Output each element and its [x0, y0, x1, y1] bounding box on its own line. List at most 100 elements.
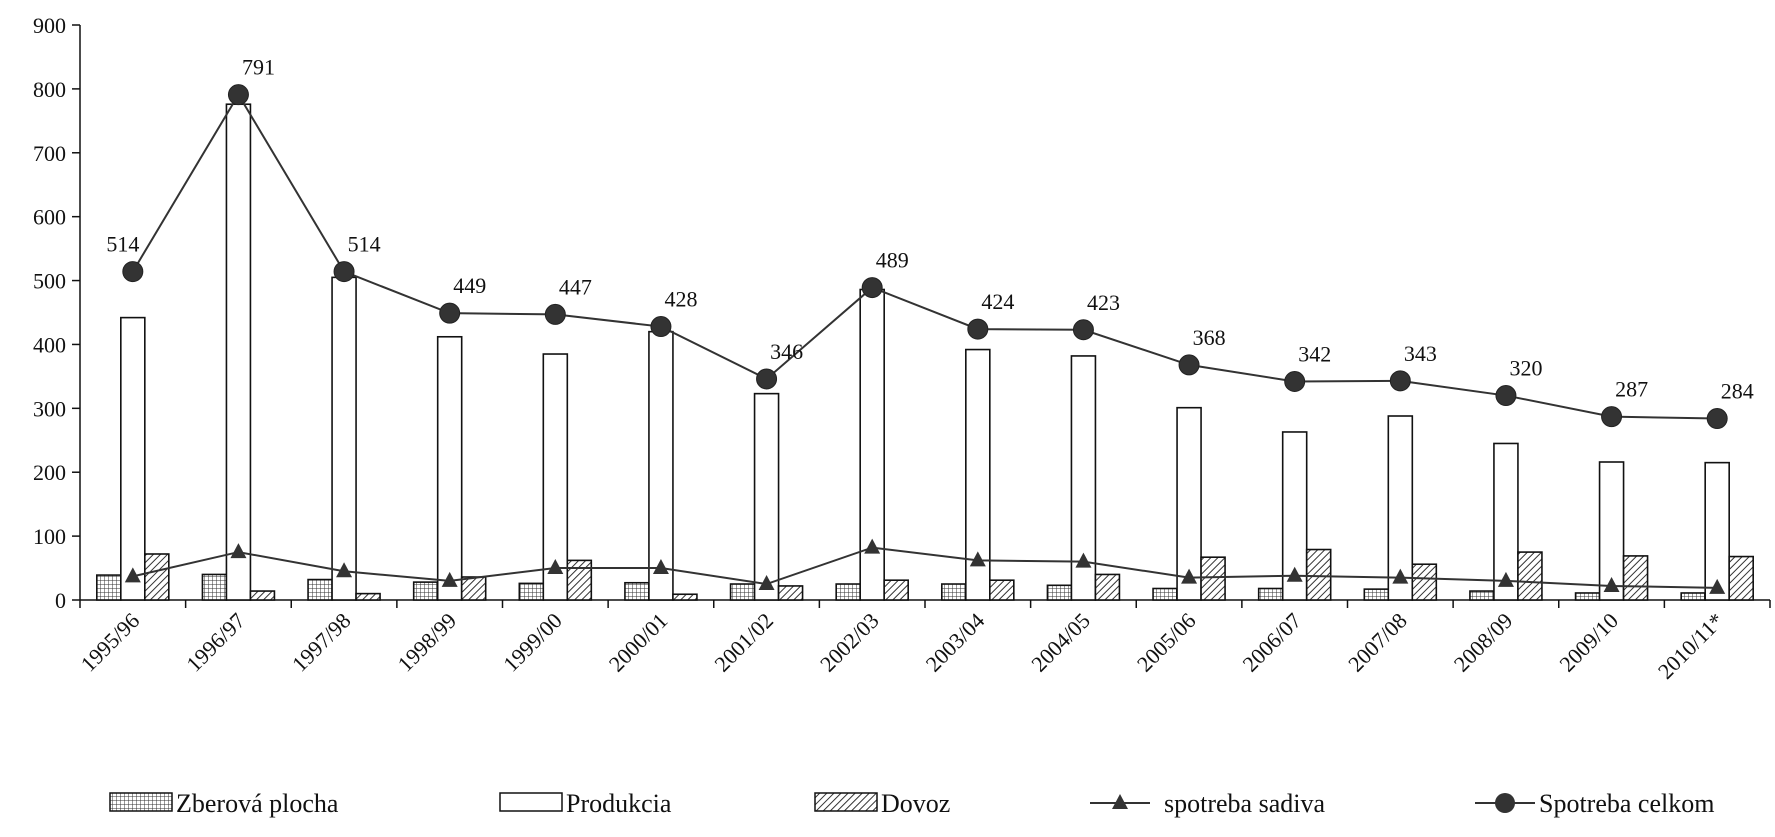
legend: Zberová plocha Produkcia Dovoz spotreba sad…: [109, 789, 1714, 818]
y-tick-label: 100: [33, 524, 66, 549]
bar-produkcia: [648, 330, 674, 601]
point-spotreba-celkom: [544, 303, 566, 325]
data-label: 368: [1193, 325, 1226, 350]
x-tick-label: 2004/05: [1026, 608, 1095, 677]
x-tick-label: 1995/96: [76, 608, 145, 677]
x-tick-label: 2002/03: [815, 608, 884, 677]
bar-zberov-plocha: [1257, 587, 1284, 601]
point-spotreba-celkom: [756, 368, 778, 390]
data-label: 346: [770, 339, 803, 364]
bar-dovoz: [1094, 573, 1121, 601]
point-spotreba-sadiva: [1075, 552, 1092, 568]
legend-label: Produkcia: [566, 789, 672, 818]
data-labels: 514 791 514 449 447 428 346 489 424 423 368 342 343 3…: [106, 55, 1753, 404]
bar-zberov-plocha: [412, 581, 439, 601]
point-spotreba-celkom: [650, 316, 672, 338]
x-tick-label: 2010/11*: [1653, 608, 1729, 684]
legend-swatch: [499, 792, 563, 812]
x-tick-label: 2006/07: [1238, 608, 1307, 677]
data-label: 424: [981, 289, 1014, 314]
point-spotreba-sadiva: [864, 538, 881, 554]
bar-dovoz: [249, 590, 276, 601]
point-spotreba-sadiva: [124, 567, 141, 583]
point-spotreba-sadiva: [1286, 566, 1303, 582]
data-label: 287: [1615, 377, 1648, 402]
data-label: 449: [453, 273, 486, 298]
point-spotreba-sadiva: [1603, 576, 1620, 592]
bar-zberov-plocha: [1046, 584, 1073, 601]
data-label: 514: [348, 232, 381, 257]
point-spotreba-celkom: [1178, 354, 1200, 376]
point-spotreba-celkom: [1072, 319, 1094, 341]
point-spotreba-celkom: [1706, 408, 1728, 430]
y-tick-label: 400: [33, 332, 66, 357]
x-tick-label: 1999/00: [498, 608, 567, 677]
point-spotreba-sadiva: [969, 551, 986, 567]
bar-zberov-plocha: [1680, 592, 1706, 601]
bars: [96, 103, 1754, 601]
bar-zberov-plocha: [96, 574, 122, 601]
point-spotreba-sadiva: [230, 543, 247, 559]
legend-item: Spotreba celkom: [1475, 789, 1714, 818]
point-spotreba-celkom: [1601, 406, 1623, 428]
point-spotreba-sadiva: [1181, 568, 1198, 584]
legend-item: Produkcia: [499, 789, 672, 818]
data-label: 514: [106, 232, 139, 257]
legend-item: spotreba sadiva: [1090, 789, 1325, 818]
bar-dovoz: [1622, 555, 1649, 601]
point-spotreba-sadiva: [652, 559, 669, 575]
point-spotreba-celkom: [1389, 370, 1411, 392]
lines: [122, 84, 1728, 594]
x-tick-label: 1996/97: [181, 608, 250, 677]
bar-zberov-plocha: [1574, 592, 1601, 601]
data-label: 423: [1087, 290, 1120, 315]
legend-label: Spotreba celkom: [1539, 789, 1714, 818]
data-label: 791: [242, 55, 275, 80]
bar-produkcia: [542, 353, 569, 601]
legend-label: Zberová plocha: [176, 789, 339, 818]
point-spotreba-sadiva: [758, 575, 775, 591]
y-tick-label: 800: [33, 77, 66, 102]
bar-dovoz: [1517, 551, 1543, 601]
legend-swatch: [109, 792, 173, 812]
bar-dovoz: [777, 585, 804, 601]
point-spotreba-celkom: [967, 318, 989, 340]
bar-zberov-plocha: [1363, 588, 1390, 601]
y-tick-label: 600: [33, 205, 66, 230]
x-tick-label: 2003/04: [921, 608, 990, 677]
data-label: 343: [1404, 341, 1437, 366]
point-spotreba-sadiva: [1709, 578, 1726, 594]
x-tick-label: 1998/99: [393, 608, 462, 677]
data-label: 428: [664, 287, 697, 312]
bar-zberov-plocha: [518, 582, 545, 601]
x-tick-label: 2001/02: [709, 608, 778, 677]
bar-dovoz: [989, 579, 1015, 601]
point-spotreba-sadiva: [547, 559, 564, 575]
bar-produkcia: [753, 392, 780, 601]
y-tick-label: 900: [33, 13, 66, 38]
line-spotreba-celkom: [131, 92, 1718, 420]
bar-zberov-plocha: [307, 578, 333, 601]
x-tick-label: 2009/10: [1554, 608, 1623, 677]
y-tick-label: 300: [33, 396, 66, 421]
data-label: 320: [1509, 356, 1542, 381]
point-spotreba-sadiva: [441, 571, 458, 587]
bar-dovoz: [1728, 555, 1754, 601]
bar-produkcia: [436, 335, 463, 601]
bar-dovoz: [460, 576, 487, 601]
bar-produkcia: [225, 103, 252, 601]
bar-produkcia: [1176, 406, 1202, 601]
y-tick-label: 700: [33, 141, 66, 166]
legend-swatch: [814, 792, 878, 812]
x-tick-label: 2005/06: [1132, 608, 1201, 677]
point-spotreba-celkom: [861, 277, 883, 299]
y-tick-label: 0: [55, 588, 66, 613]
point-spotreba-sadiva: [1392, 568, 1409, 584]
bar-zberov-plocha: [1469, 590, 1495, 601]
point-spotreba-sadiva: [1497, 571, 1514, 587]
point-spotreba-celkom: [1495, 385, 1517, 407]
legend-swatch-marker: [1112, 794, 1128, 809]
data-label: 284: [1721, 379, 1754, 404]
